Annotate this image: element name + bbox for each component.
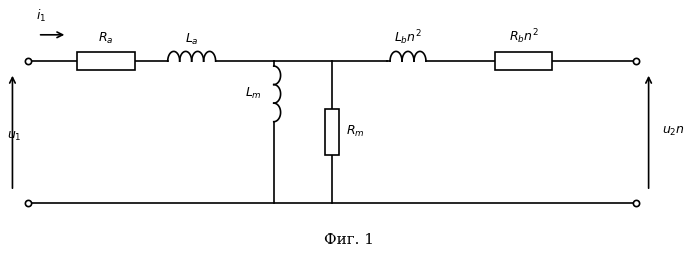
Text: $u_2 n$: $u_2 n$ <box>662 125 685 139</box>
Text: $R_a$: $R_a$ <box>98 31 114 46</box>
Text: $R_b n^2$: $R_b n^2$ <box>509 27 538 46</box>
Text: Фиг. 1: Фиг. 1 <box>324 233 374 247</box>
Text: $L_m$: $L_m$ <box>244 86 262 102</box>
Bar <box>77 52 135 70</box>
Text: $i_1$: $i_1$ <box>36 8 46 24</box>
Bar <box>495 52 552 70</box>
Text: $R_m$: $R_m$ <box>346 124 364 140</box>
Text: $L_a$: $L_a$ <box>185 32 198 47</box>
Text: $L_b n^2$: $L_b n^2$ <box>394 29 422 47</box>
Bar <box>325 109 339 155</box>
Text: $u_1$: $u_1$ <box>7 130 22 143</box>
